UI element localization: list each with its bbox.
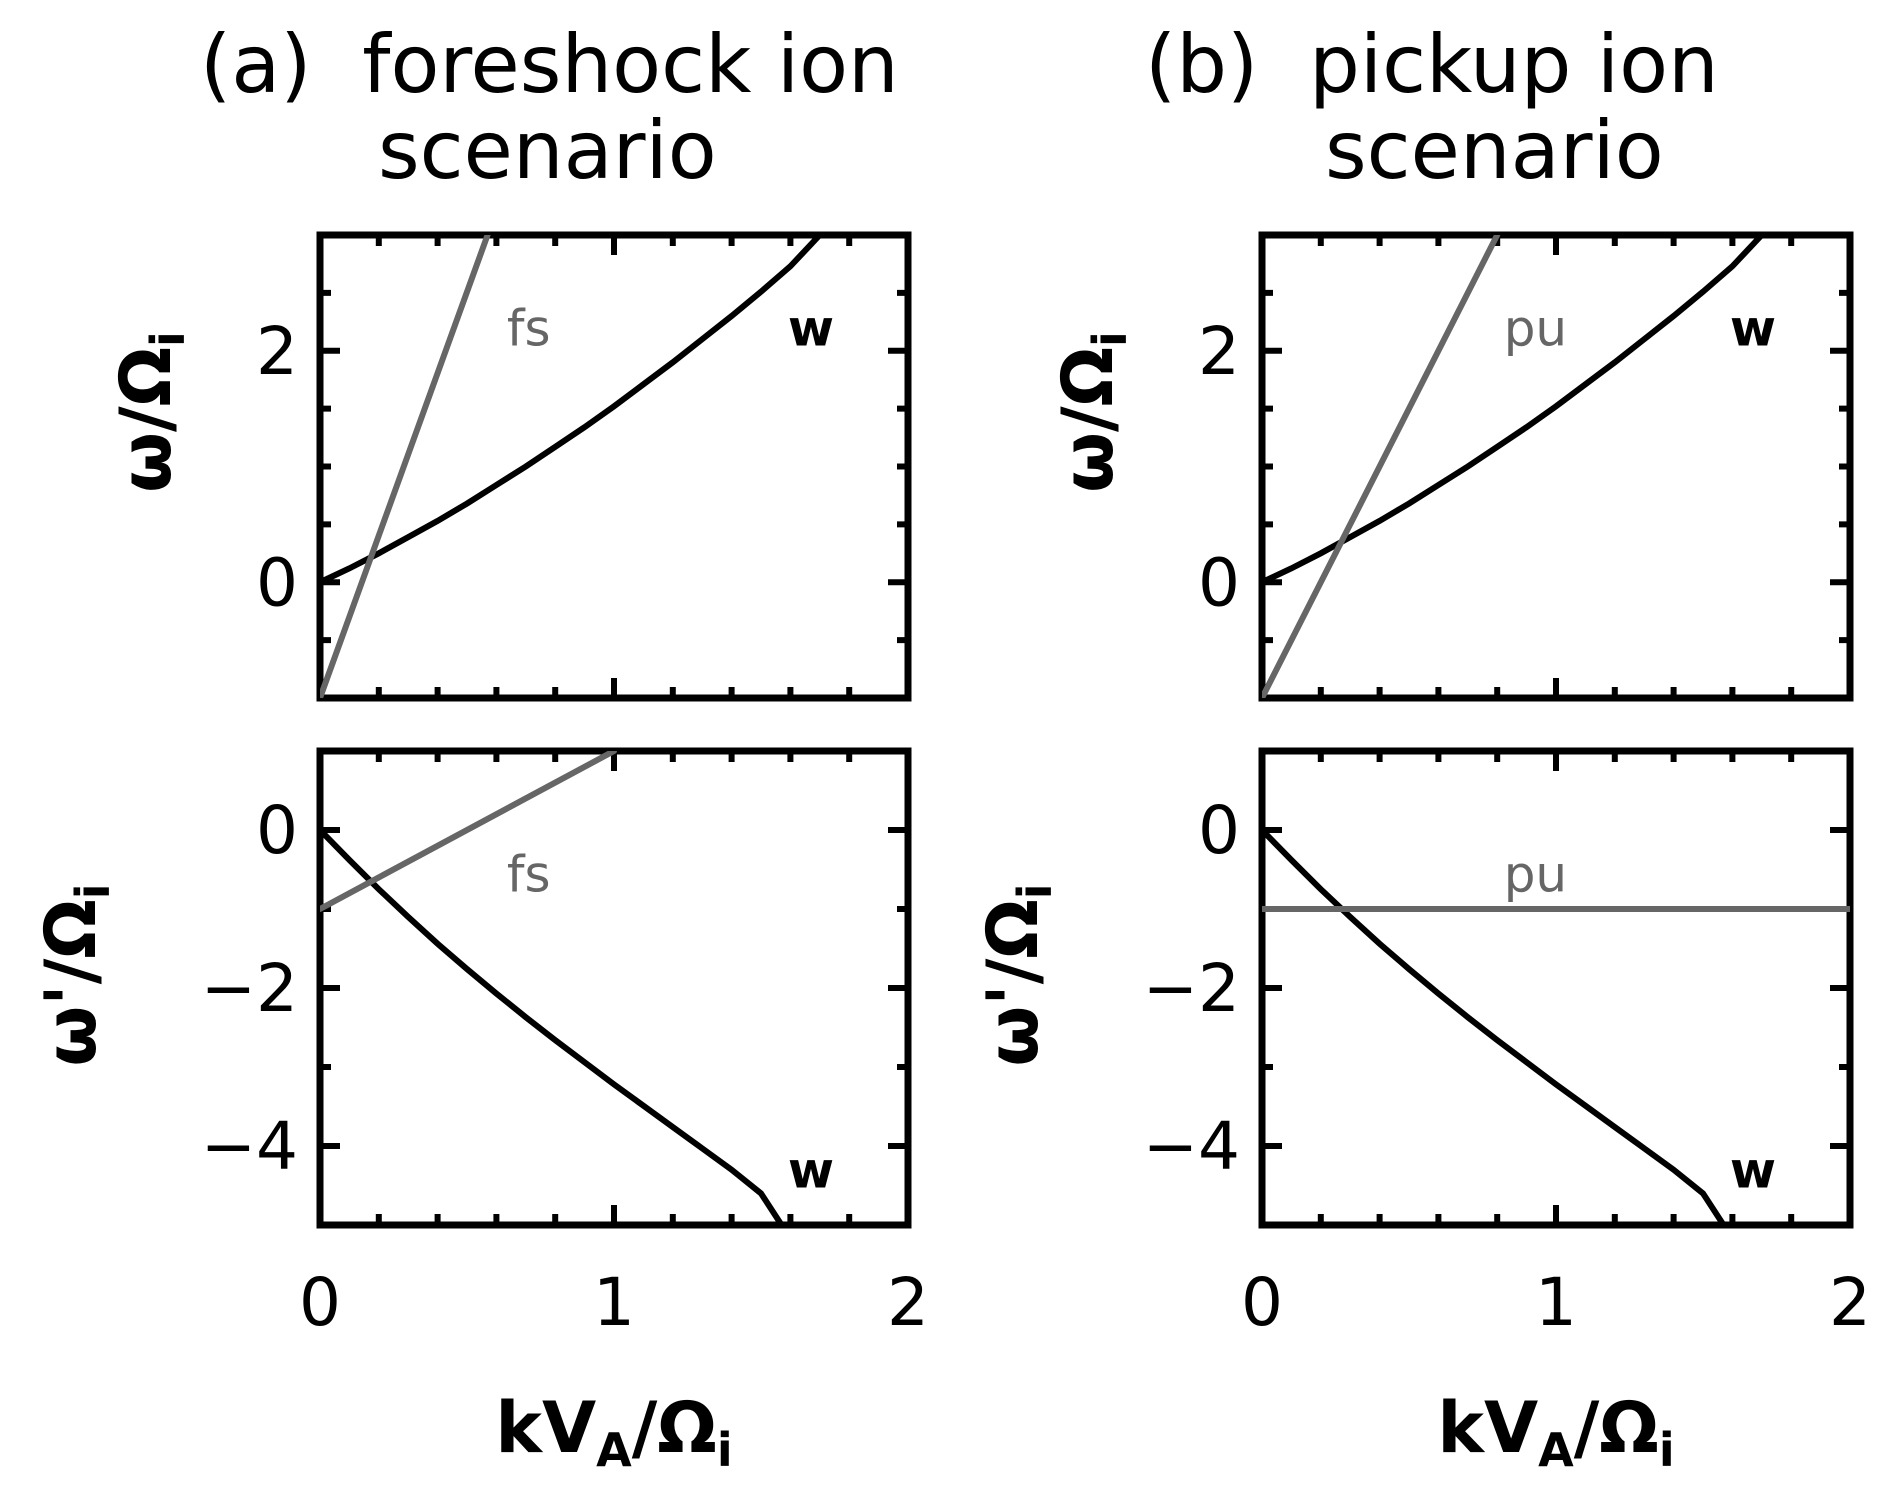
panel-a-title-line1: (a) foreshock ion — [200, 18, 899, 111]
y-tick-label: −2 — [201, 950, 298, 1027]
series-line-fs — [320, 751, 617, 912]
x-tick-label: 1 — [593, 1264, 635, 1341]
series-label-w: w — [1730, 1142, 1776, 1200]
series-line-w — [320, 235, 823, 586]
x-tick-label: 1 — [1535, 1264, 1577, 1341]
y-axis-label-b-bottom: ω'/Ωi — [972, 883, 1062, 1066]
y-tick-label: −4 — [1143, 1108, 1240, 1185]
y-axis-label-b-top: ω/Ωi — [1047, 331, 1137, 493]
series-line-w — [320, 827, 785, 1225]
plot-b-bottom: 0 −2 −4 0 1 2 w pu — [1143, 747, 1871, 1341]
series-label-w: w — [788, 300, 834, 358]
series-label-fs: fs — [507, 300, 551, 358]
y-axis-label-a-bottom: ω'/Ωi — [30, 883, 120, 1066]
panel-b-title-line2: scenario — [1325, 104, 1664, 197]
series-label-w: w — [1730, 300, 1776, 358]
plot-a-top: 0 2 w fs — [256, 231, 912, 702]
series-line-fs — [320, 235, 491, 698]
series-line-w — [1262, 235, 1765, 586]
plot-b-top: 0 2 w pu — [1198, 231, 1854, 702]
panel-b-title-line1: (b) pickup ion — [1145, 18, 1719, 111]
x-tick-label: 0 — [299, 1264, 341, 1341]
series-label-pu: pu — [1504, 300, 1567, 358]
y-tick-label: 0 — [1198, 544, 1240, 621]
panel-a-title-line2: scenario — [378, 104, 717, 197]
y-axis-label-a-top: ω/Ωi — [105, 331, 195, 493]
plot-a-bottom: 0 −2 −4 0 1 2 w fs — [201, 747, 929, 1341]
y-tick-label: 0 — [256, 792, 298, 869]
y-tick-label: −2 — [1143, 950, 1240, 1027]
series-line-pu — [1262, 235, 1501, 698]
panel-a-title: (a) foreshock ion scenario — [200, 18, 899, 197]
y-tick-label: −4 — [201, 1108, 298, 1185]
y-tick-label: 2 — [1198, 313, 1240, 390]
x-axis-label-b: kVA/Ωi — [1437, 1387, 1674, 1477]
y-tick-label: 0 — [1198, 792, 1240, 869]
y-tick-label: 2 — [256, 313, 298, 390]
series-label-w: w — [788, 1142, 834, 1200]
x-tick-label: 2 — [887, 1264, 929, 1341]
series-line-w — [1262, 827, 1727, 1225]
series-label-fs: fs — [507, 845, 551, 903]
panel-b-title: (b) pickup ion scenario — [1145, 18, 1719, 197]
series-label-pu: pu — [1504, 845, 1567, 903]
x-tick-label: 0 — [1241, 1264, 1283, 1341]
x-axis-label-a: kVA/Ωi — [495, 1387, 732, 1477]
x-tick-label: 2 — [1829, 1264, 1871, 1341]
y-tick-label: 0 — [256, 544, 298, 621]
